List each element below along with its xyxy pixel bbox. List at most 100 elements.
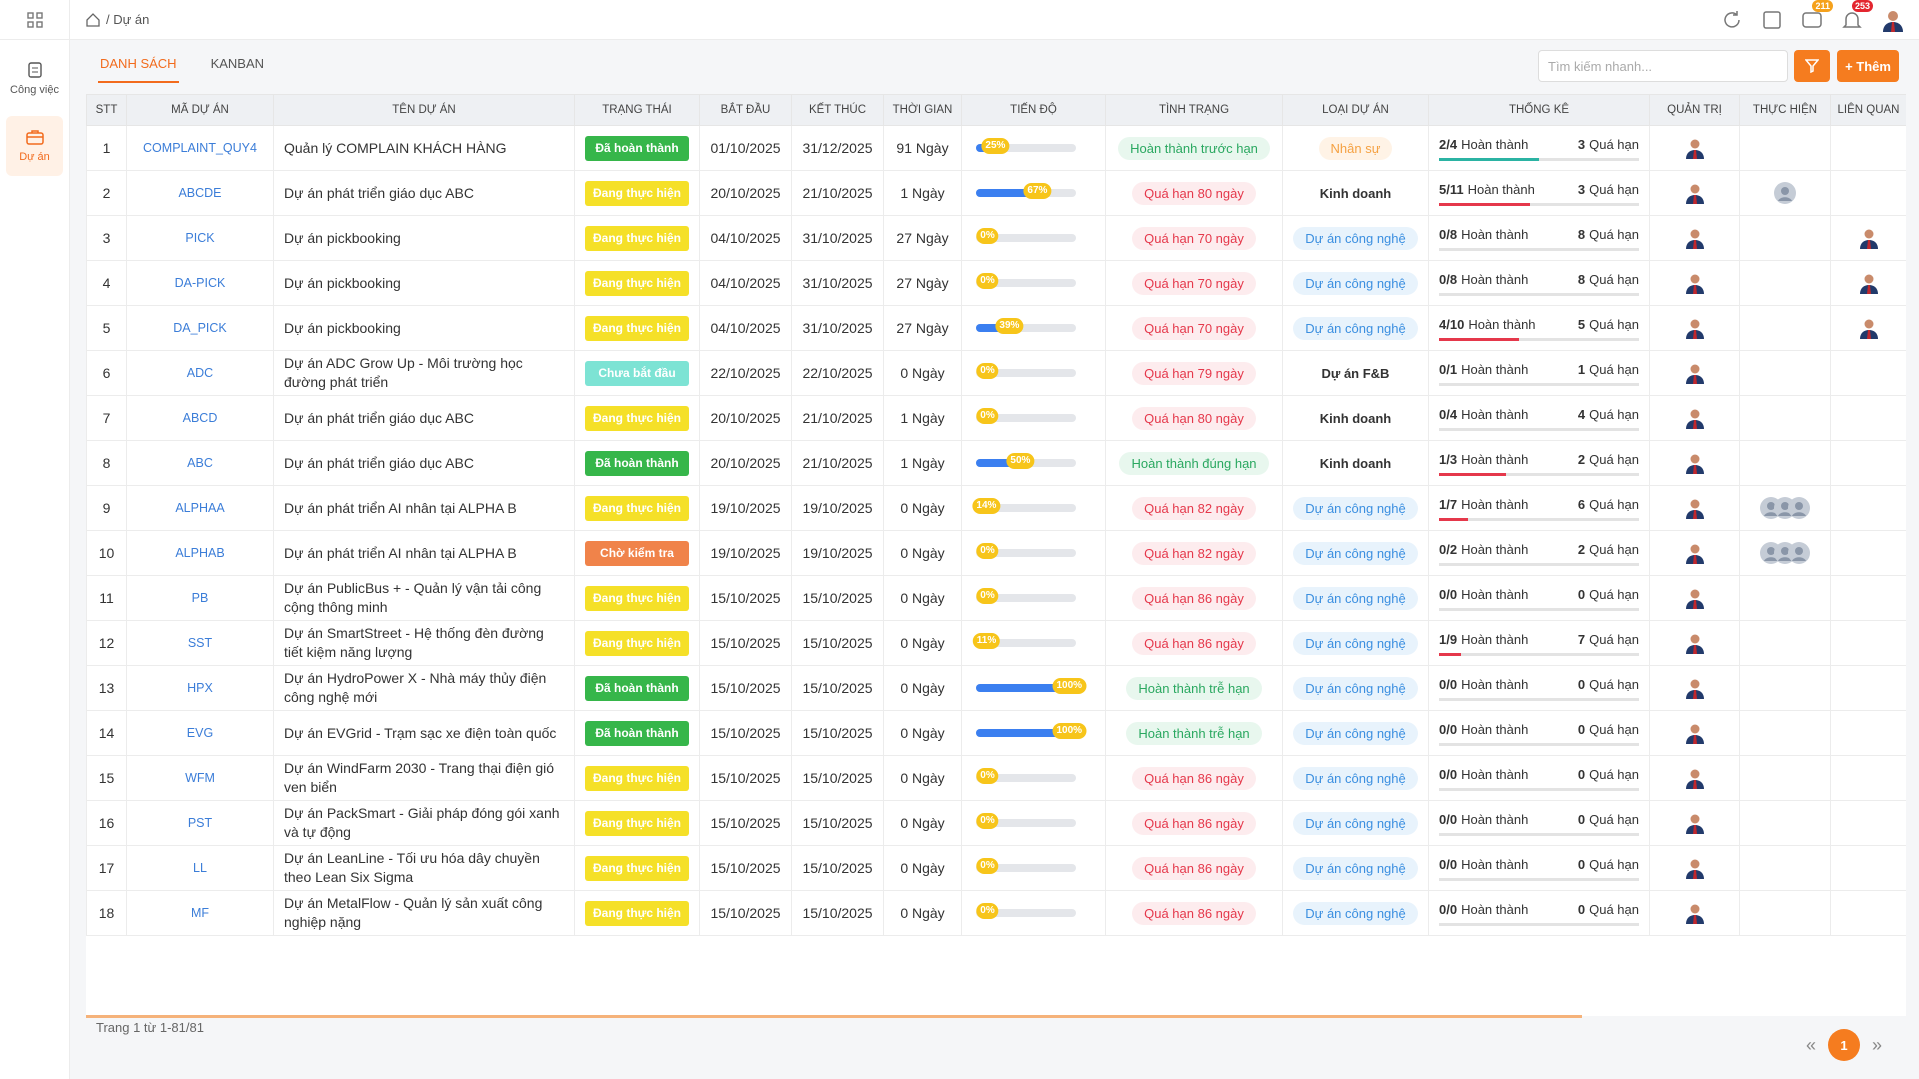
done-count: 0/4 bbox=[1439, 407, 1458, 422]
avatar[interactable] bbox=[1684, 452, 1706, 474]
avatar[interactable] bbox=[1684, 182, 1706, 204]
home-icon[interactable] bbox=[86, 12, 100, 27]
project-code[interactable]: ABCD bbox=[126, 395, 274, 441]
project-code[interactable]: EVG bbox=[126, 710, 274, 756]
project-row[interactable]: 5 DA_PICK Dự án pickbooking Đang thực hiện 0… bbox=[86, 305, 1906, 351]
duration: 0 Ngày bbox=[883, 755, 962, 801]
avatar[interactable] bbox=[1788, 542, 1810, 564]
avatar[interactable] bbox=[1684, 227, 1706, 249]
current-page[interactable]: 1 bbox=[1828, 1029, 1861, 1061]
project-code[interactable]: ALPHAA bbox=[126, 485, 274, 531]
apps-icon[interactable] bbox=[0, 0, 69, 40]
overdue-stat: 4 Quá hạn bbox=[1578, 405, 1639, 424]
project-row[interactable]: 15 WFM Dự án WindFarm 2030 - Trang thại đi… bbox=[86, 755, 1906, 801]
project-code[interactable]: PST bbox=[126, 800, 274, 846]
project-code[interactable]: COMPLAINT_QUY4 bbox=[126, 125, 274, 171]
progress-cell: 50% bbox=[961, 440, 1106, 486]
project-code[interactable]: ALPHAB bbox=[126, 530, 274, 576]
project-row[interactable]: 18 MF Dự án MetalFlow - Quản lý sản xuất c… bbox=[86, 890, 1906, 936]
refresh-icon[interactable] bbox=[1721, 9, 1743, 31]
overdue-label: Quá hạn bbox=[1589, 272, 1639, 287]
project-row[interactable]: 4 DA-PICK Dự án pickbooking Đang thực hiện 0… bbox=[86, 260, 1906, 306]
avatar[interactable] bbox=[1684, 632, 1706, 654]
project-row[interactable]: 11 PB Dự án PublicBus + - Quản lý vận tải … bbox=[86, 575, 1906, 621]
project-row[interactable]: 9 ALPHAA Dự án phát triển AI nhân tại ALPH… bbox=[86, 485, 1906, 531]
avatar[interactable] bbox=[1858, 317, 1880, 339]
project-code[interactable]: ABCDE bbox=[126, 170, 274, 216]
project-code[interactable]: ADC bbox=[126, 350, 274, 396]
tab[interactable]: DANH SÁCH bbox=[98, 52, 179, 83]
avatar[interactable] bbox=[1684, 362, 1706, 384]
avatar[interactable] bbox=[1684, 902, 1706, 924]
performer-cell bbox=[1739, 530, 1831, 576]
tab[interactable]: KANBAN bbox=[210, 56, 265, 71]
project-row[interactable]: 12 SST Dự án SmartStreet - Hệ thống đèn đư… bbox=[86, 620, 1906, 666]
notify-button[interactable]: 253 bbox=[1841, 0, 1873, 31]
project-code[interactable]: PB bbox=[126, 575, 274, 621]
add-button[interactable]: + Thêm bbox=[1837, 50, 1899, 82]
message-button[interactable]: 211 bbox=[1801, 0, 1833, 31]
performer-cell bbox=[1739, 800, 1831, 846]
project-row[interactable]: 1 COMPLAINT_QUY4 Quản lý COMPLAIN KHÁCH HÀ… bbox=[86, 125, 1906, 171]
next-page[interactable]: » bbox=[1872, 1034, 1883, 1055]
avatar[interactable] bbox=[1858, 227, 1880, 249]
project-row[interactable]: 8 ABC Dự án phát triển giáo dục ABC Đã hoàn… bbox=[86, 440, 1906, 486]
stats-bar-fill bbox=[1439, 203, 1530, 206]
avatar[interactable] bbox=[1684, 542, 1706, 564]
avatar[interactable] bbox=[1788, 497, 1810, 519]
project-row[interactable]: 7 ABCD Dự án phát triển giáo dục ABC Đang t… bbox=[86, 395, 1906, 441]
project-row[interactable]: 10 ALPHAB Dự án phát triển AI nhân tại ALP… bbox=[86, 530, 1906, 576]
project-row[interactable]: 16 PST Dự án PackSmart - Giải pháp đóng gó… bbox=[86, 800, 1906, 846]
project-row[interactable]: 3 PICK Dự án pickbooking Đang thực hiện 04/1… bbox=[86, 215, 1906, 261]
column-header: KẾT THÚC bbox=[791, 94, 884, 126]
stats-bar bbox=[1439, 653, 1639, 656]
fullscreen-icon[interactable] bbox=[1761, 9, 1783, 31]
avatar[interactable] bbox=[1684, 317, 1706, 339]
search-input[interactable]: Tìm kiếm nhanh... bbox=[1538, 50, 1788, 82]
scrollbar[interactable] bbox=[86, 1015, 1582, 1018]
project-code[interactable]: DA_PICK bbox=[126, 305, 274, 351]
project-row[interactable]: 14 EVG Dự án EVGrid - Trạm sạc xe điện toà… bbox=[86, 710, 1906, 756]
project-code[interactable]: HPX bbox=[126, 665, 274, 711]
type-tag: Kinh doanh bbox=[1319, 455, 1392, 471]
project-code[interactable]: WFM bbox=[126, 755, 274, 801]
avatar[interactable] bbox=[1858, 272, 1880, 294]
user-avatar[interactable] bbox=[1881, 8, 1905, 32]
project-code[interactable]: LL bbox=[126, 845, 274, 891]
row-number: 6 bbox=[86, 350, 127, 396]
filter-button[interactable] bbox=[1794, 50, 1830, 82]
avatar[interactable] bbox=[1684, 857, 1706, 879]
overdue-stat: 0 Quá hạn bbox=[1578, 720, 1639, 739]
type-tag: Dự án công nghệ bbox=[1293, 901, 1418, 925]
start-date: 15/10/2025 bbox=[699, 710, 792, 756]
manager-cell bbox=[1649, 485, 1740, 531]
avatar[interactable] bbox=[1684, 407, 1706, 429]
avatar[interactable] bbox=[1684, 722, 1706, 744]
type-cell: Dự án công nghệ bbox=[1282, 485, 1429, 531]
avatar[interactable] bbox=[1774, 182, 1796, 204]
project-row[interactable]: 17 LL Dự án LeanLine - Tối ưu hóa dây chuy… bbox=[86, 845, 1906, 891]
project-code[interactable]: SST bbox=[126, 620, 274, 666]
progress-track: 50% bbox=[976, 453, 1076, 469]
project-code[interactable]: ABC bbox=[126, 440, 274, 486]
avatar[interactable] bbox=[1684, 677, 1706, 699]
nav-projects[interactable]: Dự án bbox=[6, 116, 63, 176]
type-tag: Dự án công nghệ bbox=[1293, 631, 1418, 655]
topbar: / Dự án 211 253 bbox=[70, 0, 1919, 40]
avatar[interactable] bbox=[1684, 812, 1706, 834]
overdue-stat: 8 Quá hạn bbox=[1578, 225, 1639, 244]
avatar[interactable] bbox=[1684, 587, 1706, 609]
nav-tasks[interactable]: Công việc bbox=[6, 48, 63, 108]
prev-page[interactable]: « bbox=[1806, 1034, 1817, 1055]
avatar[interactable] bbox=[1684, 767, 1706, 789]
avatar[interactable] bbox=[1684, 137, 1706, 159]
done-label: Hoàn thành bbox=[1461, 542, 1529, 557]
project-code[interactable]: MF bbox=[126, 890, 274, 936]
project-row[interactable]: 6 ADC Dự án ADC Grow Up - Môi trường học đ… bbox=[86, 350, 1906, 396]
avatar[interactable] bbox=[1684, 272, 1706, 294]
project-code[interactable]: DA-PICK bbox=[126, 260, 274, 306]
project-row[interactable]: 2 ABCDE Dự án phát triển giáo dục ABC Đang … bbox=[86, 170, 1906, 216]
project-row[interactable]: 13 HPX Dự án HydroPower X - Nhà máy thủy đ… bbox=[86, 665, 1906, 711]
avatar[interactable] bbox=[1684, 497, 1706, 519]
project-code[interactable]: PICK bbox=[126, 215, 274, 261]
